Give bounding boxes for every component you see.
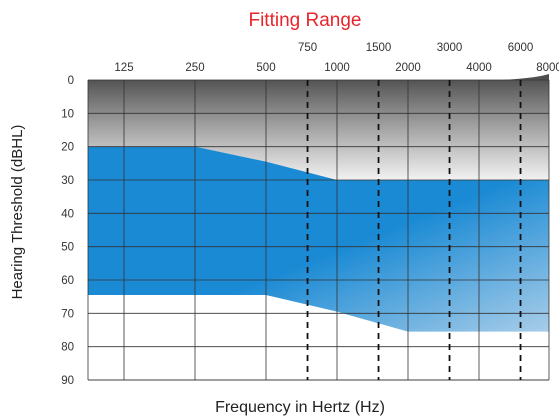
x-tick-label: 2000 bbox=[395, 62, 421, 74]
x-tick-label: 250 bbox=[185, 62, 204, 74]
fitting-range-layer bbox=[88, 146, 549, 332]
x-tick-label-intermediate: 1500 bbox=[366, 42, 392, 54]
dashed-lines-layer bbox=[306, 80, 522, 380]
y-axis-label: Hearing Threshold (dBHL) bbox=[9, 125, 26, 300]
chart-title: Fitting Range bbox=[248, 10, 361, 31]
y-tick-label: 80 bbox=[61, 342, 74, 354]
y-tick-label: 40 bbox=[61, 208, 74, 220]
y-tick-label: 20 bbox=[61, 142, 74, 154]
y-tick-label: 10 bbox=[61, 108, 74, 120]
y-tick-label: 90 bbox=[61, 375, 74, 387]
x-tick-label-intermediate: 3000 bbox=[437, 42, 463, 54]
x-tick-label: 4000 bbox=[466, 62, 492, 74]
y-tick-label: 60 bbox=[61, 275, 74, 287]
x-tick-label-intermediate: 750 bbox=[298, 42, 317, 54]
y-tick-label: 70 bbox=[61, 308, 74, 320]
x-tick-label-intermediate: 6000 bbox=[508, 42, 534, 54]
hearing-range-header bbox=[88, 74, 549, 180]
x-tick-label: 8000 bbox=[536, 62, 559, 74]
y-tick-label: 50 bbox=[61, 242, 74, 254]
x-axis-label: Frequency in Hertz (Hz) bbox=[215, 399, 385, 416]
x-tick-label: 125 bbox=[114, 62, 133, 74]
fitting-range-area bbox=[88, 146, 549, 332]
x-tick-label: 1000 bbox=[324, 62, 350, 74]
grid-layer bbox=[87, 79, 550, 381]
x-tick-label: 500 bbox=[256, 62, 275, 74]
y-tick-label: 30 bbox=[61, 175, 74, 187]
y-tick-label: 0 bbox=[68, 75, 74, 87]
